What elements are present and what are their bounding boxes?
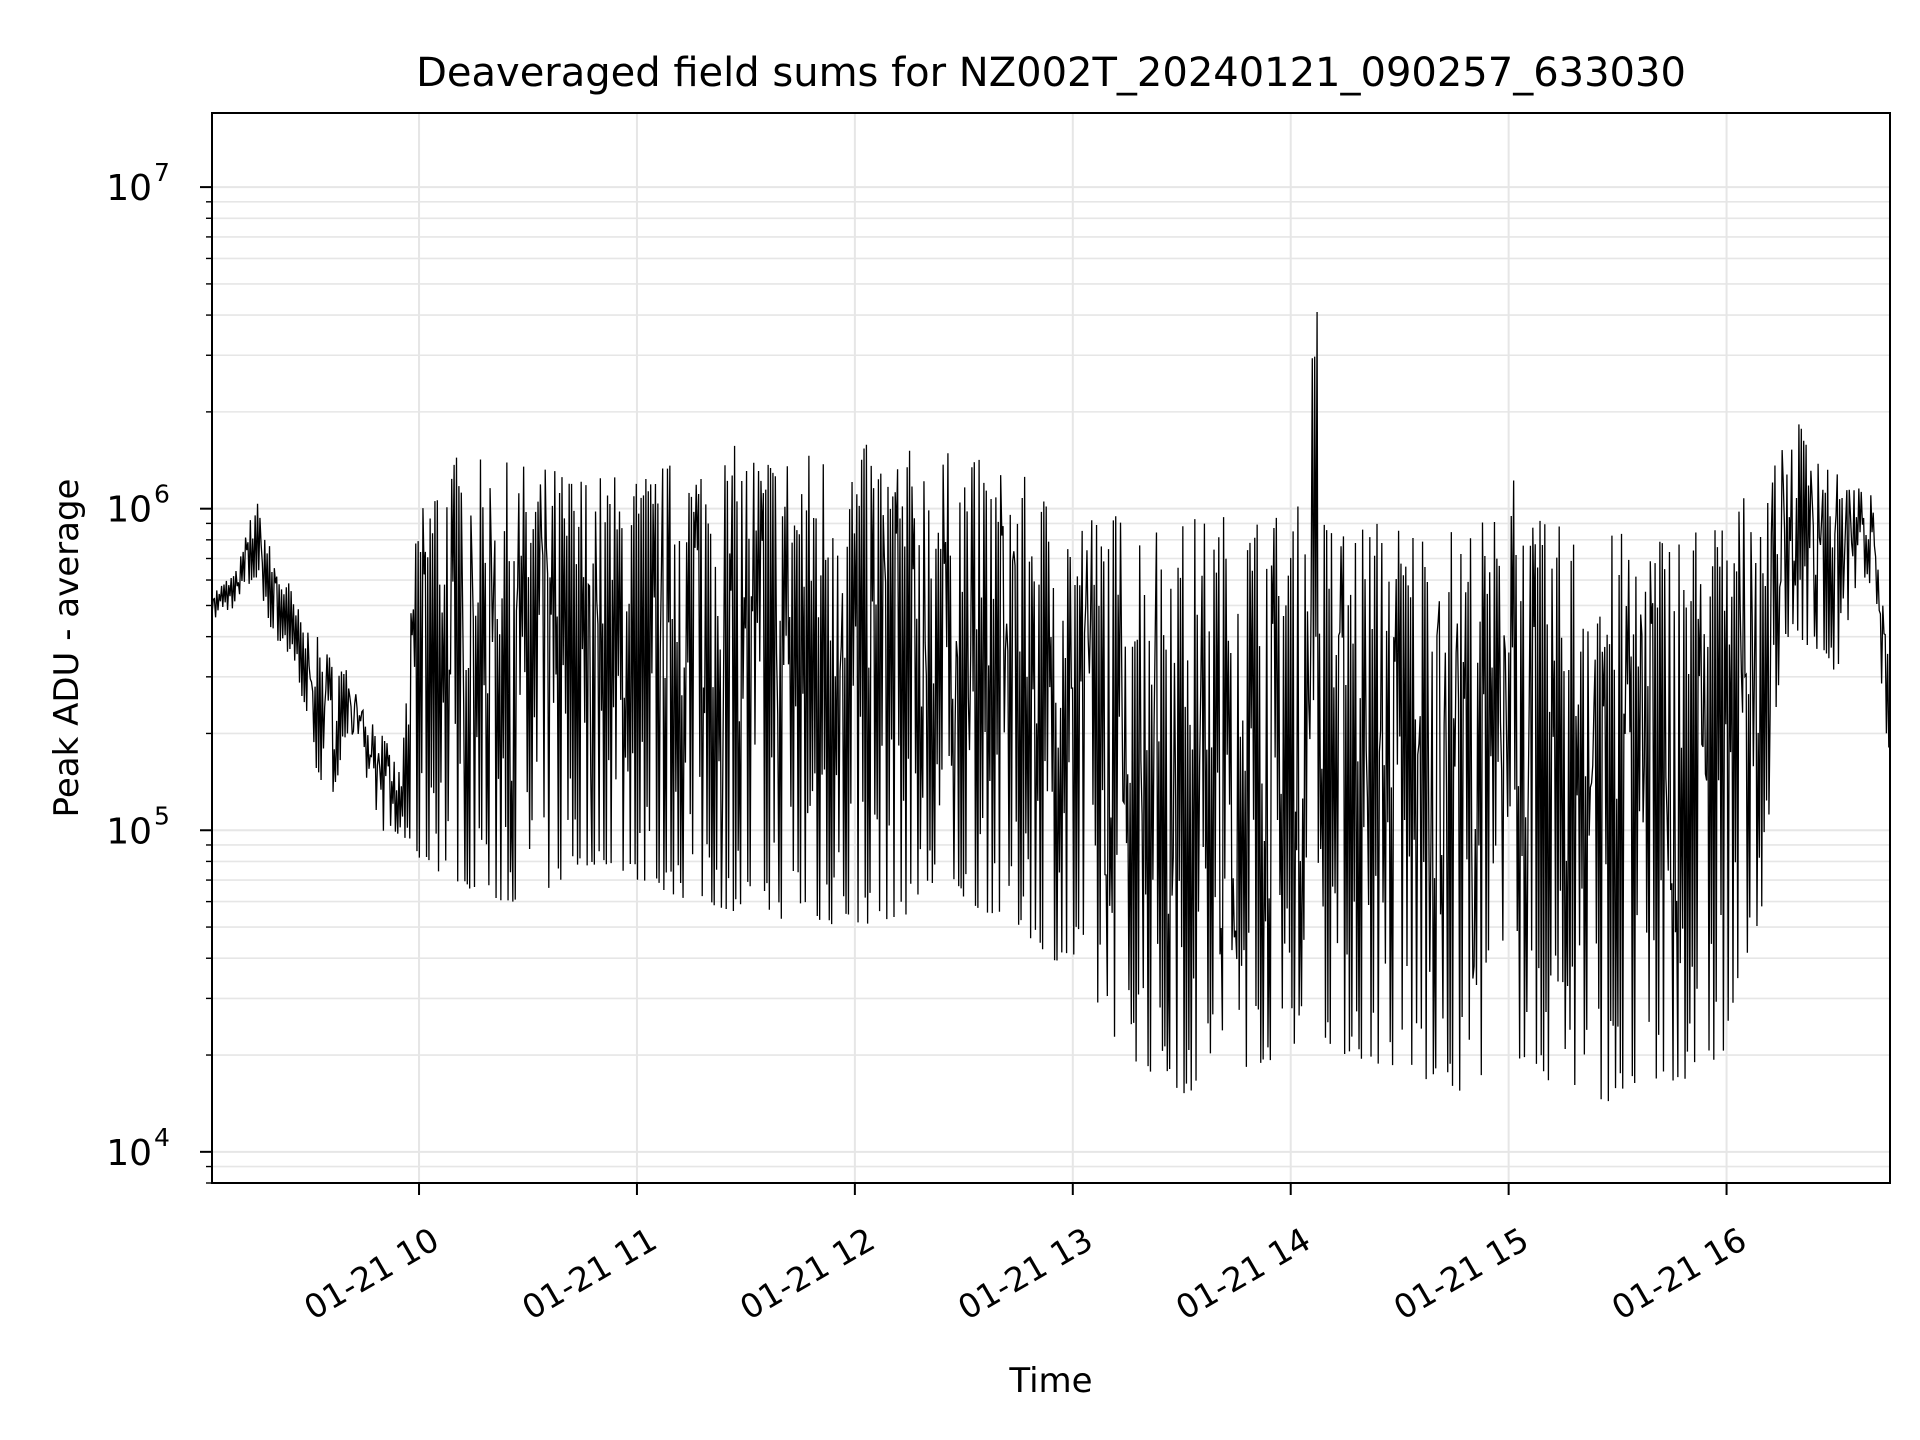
y-tick-label: 10 — [106, 490, 152, 531]
y-tick-label: 10 — [106, 811, 152, 852]
y-tick-exponent: 5 — [154, 801, 170, 830]
data-series — [211, 311, 1891, 1102]
chart-title: Deaveraged field sums for NZ002T_2024012… — [416, 50, 1686, 96]
y-tick-label: 10 — [106, 168, 152, 209]
y-axis-label: Peak ADU - average — [47, 479, 87, 818]
series-line — [211, 311, 1891, 1102]
y-tick-label: 10 — [106, 1133, 152, 1174]
y-tick-exponent: 7 — [154, 158, 170, 187]
y-tick-exponent: 6 — [154, 480, 170, 509]
plot-frame — [211, 112, 1891, 1184]
y-tick-exponent: 4 — [154, 1123, 170, 1152]
x-axis-label: Time — [1008, 1361, 1092, 1401]
